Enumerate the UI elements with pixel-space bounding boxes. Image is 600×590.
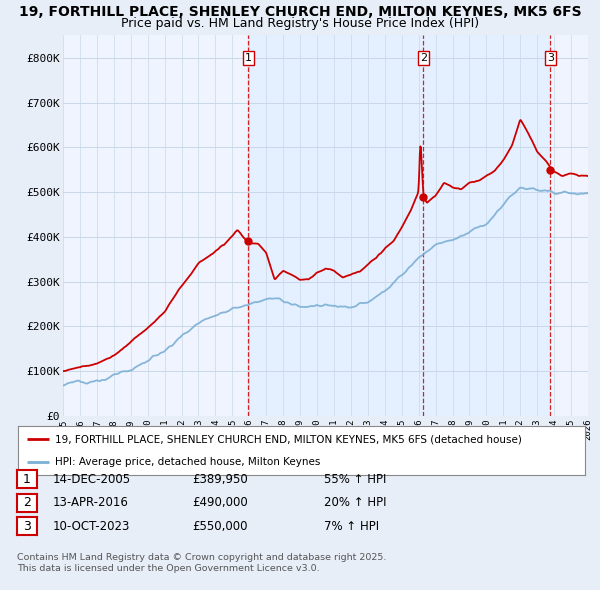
Text: 7% ↑ HPI: 7% ↑ HPI xyxy=(324,520,379,533)
Text: 1: 1 xyxy=(245,53,252,63)
Text: 2: 2 xyxy=(420,53,427,63)
Bar xyxy=(248,35,550,416)
Text: HPI: Average price, detached house, Milton Keynes: HPI: Average price, detached house, Milt… xyxy=(55,457,320,467)
Text: 2: 2 xyxy=(23,496,31,509)
Text: Contains HM Land Registry data © Crown copyright and database right 2025.: Contains HM Land Registry data © Crown c… xyxy=(17,553,386,562)
Text: 3: 3 xyxy=(23,520,31,533)
Text: 13-APR-2016: 13-APR-2016 xyxy=(53,496,128,509)
Text: 19, FORTHILL PLACE, SHENLEY CHURCH END, MILTON KEYNES, MK5 6FS (detached house): 19, FORTHILL PLACE, SHENLEY CHURCH END, … xyxy=(55,434,522,444)
Text: 55% ↑ HPI: 55% ↑ HPI xyxy=(324,473,386,486)
Text: 19, FORTHILL PLACE, SHENLEY CHURCH END, MILTON KEYNES, MK5 6FS: 19, FORTHILL PLACE, SHENLEY CHURCH END, … xyxy=(19,5,581,19)
Text: Price paid vs. HM Land Registry's House Price Index (HPI): Price paid vs. HM Land Registry's House … xyxy=(121,17,479,30)
Text: 14-DEC-2005: 14-DEC-2005 xyxy=(53,473,131,486)
Text: 20% ↑ HPI: 20% ↑ HPI xyxy=(324,496,386,509)
Text: £490,000: £490,000 xyxy=(192,496,248,509)
Text: £389,950: £389,950 xyxy=(192,473,248,486)
Text: 10-OCT-2023: 10-OCT-2023 xyxy=(53,520,130,533)
Text: This data is licensed under the Open Government Licence v3.0.: This data is licensed under the Open Gov… xyxy=(17,564,319,573)
Text: £550,000: £550,000 xyxy=(192,520,248,533)
Text: 3: 3 xyxy=(547,53,554,63)
Text: 1: 1 xyxy=(23,473,31,486)
